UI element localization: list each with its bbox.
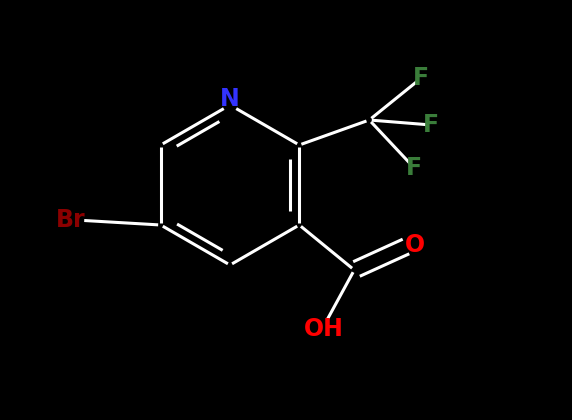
Text: O: O: [405, 233, 426, 257]
Text: N: N: [220, 87, 240, 111]
Text: F: F: [406, 156, 422, 180]
Text: OH: OH: [304, 317, 344, 341]
Text: Br: Br: [56, 208, 86, 232]
Text: F: F: [423, 113, 439, 137]
Text: F: F: [413, 66, 430, 90]
